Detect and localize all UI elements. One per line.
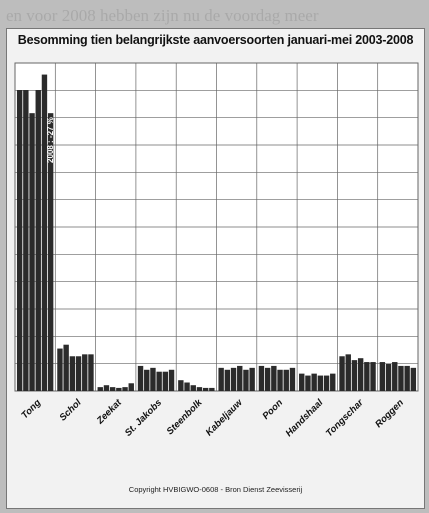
bar xyxy=(385,363,392,391)
bar xyxy=(97,387,103,391)
bar xyxy=(271,365,277,391)
bar xyxy=(249,367,255,391)
bar xyxy=(323,375,330,391)
bar xyxy=(23,90,29,391)
bar xyxy=(69,356,76,391)
bleed-line: en voor 2008 hebben zijn nu de voordag m… xyxy=(6,6,319,25)
bar xyxy=(35,90,41,391)
bar xyxy=(88,354,94,391)
bar xyxy=(156,371,162,391)
bar xyxy=(392,362,398,391)
bar xyxy=(202,387,209,391)
bar xyxy=(150,367,156,391)
category-tick-label: Handshaal xyxy=(284,397,326,439)
bar xyxy=(345,354,351,391)
category-tick-label: Tongschar xyxy=(324,396,367,439)
bar xyxy=(277,369,283,391)
bar xyxy=(16,90,23,391)
category-tick-label: Poon xyxy=(260,397,285,422)
bar xyxy=(184,382,190,391)
bar xyxy=(379,362,386,391)
bar xyxy=(404,365,410,391)
bar xyxy=(82,354,88,391)
bar xyxy=(168,369,175,391)
bar xyxy=(190,385,196,391)
bar xyxy=(237,365,243,391)
bar xyxy=(330,373,336,391)
bar xyxy=(218,367,224,391)
bar xyxy=(196,387,203,391)
bar xyxy=(75,356,82,391)
copyright-note: Copyright HVBIGWO-0608 - Bron Dienst Zee… xyxy=(128,485,303,494)
bar xyxy=(47,113,54,391)
category-tick-label: Schol xyxy=(57,397,83,423)
bar xyxy=(137,365,144,391)
bar xyxy=(116,387,122,391)
bar xyxy=(357,358,364,391)
chart-panel: Besomming tien belangrijkste aanvoersoor… xyxy=(6,28,425,509)
category-tick-label: Zeekat xyxy=(94,397,124,427)
bar xyxy=(339,356,345,391)
bar xyxy=(224,369,231,391)
category-tick-label: St. Jakobs xyxy=(123,397,164,438)
bar xyxy=(144,369,150,391)
bar xyxy=(209,387,215,391)
bar xyxy=(351,360,358,391)
category-tick-label: Steenbolk xyxy=(165,397,205,437)
bar xyxy=(103,385,110,391)
bar xyxy=(162,371,169,391)
bar xyxy=(178,380,184,391)
bar xyxy=(370,362,376,391)
bar xyxy=(230,367,237,391)
chart-title: Besomming tien belangrijkste aanvoersoor… xyxy=(17,33,414,47)
bar xyxy=(122,387,128,391)
bar xyxy=(29,113,35,391)
bar xyxy=(41,74,48,391)
bar xyxy=(57,348,63,391)
bar xyxy=(410,367,417,391)
bar xyxy=(305,375,311,391)
bar xyxy=(289,367,296,391)
category-tick-label: Kabeljauw xyxy=(204,397,245,438)
category-tick-label: Roggen xyxy=(373,397,406,430)
bar xyxy=(398,365,404,391)
category-tick-label: Tong xyxy=(19,397,43,421)
annotation-label: 2008 : -27 % xyxy=(46,117,55,163)
bar xyxy=(243,369,249,391)
bar xyxy=(299,373,305,391)
bar xyxy=(311,373,317,391)
bar xyxy=(109,387,116,391)
bar xyxy=(317,375,324,391)
bar xyxy=(128,383,134,391)
bar xyxy=(264,367,271,391)
bar xyxy=(364,362,370,391)
bar xyxy=(63,344,69,391)
bar xyxy=(283,369,289,391)
bar xyxy=(258,365,265,391)
